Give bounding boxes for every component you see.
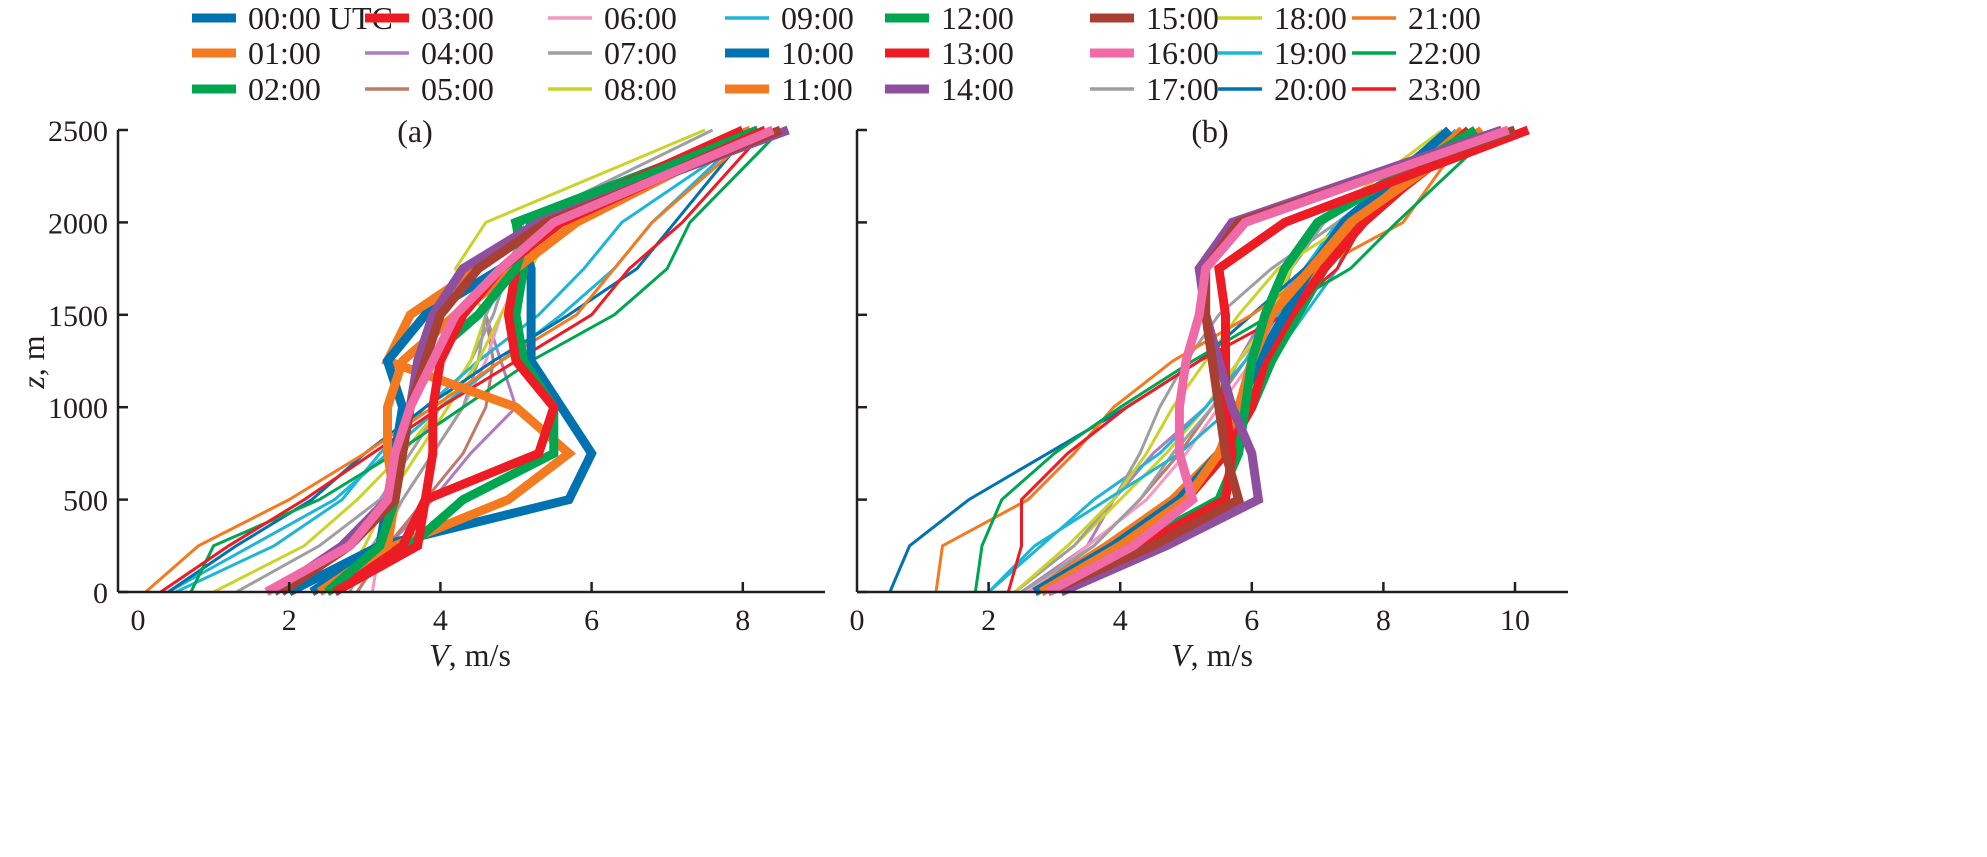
y-tick-label: 2000 xyxy=(48,207,108,240)
legend-entry: 09:00 xyxy=(725,0,854,36)
x-axis-label-symbol: V xyxy=(429,637,452,673)
y-tick-label: 1500 xyxy=(48,300,108,333)
legend-entry: 10:00 xyxy=(725,35,854,71)
legend-label: 01:00 xyxy=(248,35,321,71)
legend-entry: 07:00 xyxy=(548,35,677,71)
series-line-1900 xyxy=(987,128,1477,594)
legend-entry: 05:00 xyxy=(365,71,494,107)
legend-entry: 02:00 xyxy=(192,71,321,107)
series-line-2300 xyxy=(159,128,767,594)
legend-label: 11:00 xyxy=(781,71,853,107)
legend-label: 08:00 xyxy=(604,71,677,107)
x-axis-label-symbol: V xyxy=(1171,637,1194,673)
legend-label: 05:00 xyxy=(421,71,494,107)
legend-label: 18:00 xyxy=(1274,0,1347,36)
legend-label: 23:00 xyxy=(1408,71,1481,107)
legend-entry: 08:00 xyxy=(548,71,677,107)
legend-label: 19:00 xyxy=(1274,35,1347,71)
legend-entry: 00:00 UTC xyxy=(192,0,393,36)
legend-entry: 16:00 xyxy=(1090,35,1219,71)
legend-entry: 01:00 xyxy=(192,35,321,71)
x-tick-label: 0 xyxy=(131,604,146,637)
x-tick-label: 0 xyxy=(850,604,865,637)
legend-label: 03:00 xyxy=(421,0,494,36)
legend-label: 10:00 xyxy=(781,35,854,71)
y-axis-label-unit: , m xyxy=(15,335,51,376)
legend-entry: 23:00 xyxy=(1352,71,1481,107)
y-axis-label-symbol: z xyxy=(15,376,51,390)
series-lines xyxy=(888,125,1530,597)
x-tick-label: 6 xyxy=(584,604,599,637)
legend-entry: 20:00 xyxy=(1218,71,1347,107)
legend-label: 14:00 xyxy=(941,71,1014,107)
y-tick-label: 0 xyxy=(93,577,108,610)
legend-label: 04:00 xyxy=(421,35,494,71)
x-axis-label: V, m/s xyxy=(429,637,511,673)
legend-label: 07:00 xyxy=(604,35,677,71)
series-line-2300 xyxy=(1006,128,1484,593)
x-tick-label: 10 xyxy=(1500,604,1530,637)
legend-label: 13:00 xyxy=(941,35,1014,71)
y-tick-label: 2500 xyxy=(48,115,108,148)
panel-a: 0 500 1000 1500 2000 2500 0 2 4 6 8 (a) V, m/s z, m xyxy=(15,113,825,673)
legend-entry: 17:00 xyxy=(1090,71,1219,107)
x-axis-label-unit: , m/s xyxy=(1191,637,1253,673)
legend-entry: 04:00 xyxy=(365,35,494,71)
legend-entry: 22:00 xyxy=(1352,35,1481,71)
legend-entry: 21:00 xyxy=(1352,0,1481,36)
x-tick-label: 4 xyxy=(433,604,448,637)
legend: 00:00 UTC01:0002:0003:0004:0005:0006:000… xyxy=(192,0,1481,107)
legend-label: 09:00 xyxy=(781,0,854,36)
y-tick-label: 500 xyxy=(63,485,108,518)
x-axis-label-unit: , m/s xyxy=(449,637,511,673)
x-tick-label: 8 xyxy=(1376,604,1391,637)
legend-label: 15:00 xyxy=(1146,0,1219,36)
x-axis-label: V, m/s xyxy=(1171,637,1253,673)
legend-entry: 13:00 xyxy=(885,35,1014,71)
series-line-2200 xyxy=(973,128,1497,593)
series-lines xyxy=(144,125,790,597)
panel-label: (a) xyxy=(397,113,433,149)
legend-label: 20:00 xyxy=(1274,71,1347,107)
legend-entry: 03:00 xyxy=(365,0,494,36)
legend-entry: 11:00 xyxy=(725,71,853,107)
legend-label: 02:00 xyxy=(248,71,321,107)
series-line-1600 xyxy=(264,125,775,596)
panel-b: 0 2 4 6 8 10 (b) V, m/s xyxy=(850,113,1568,673)
series-line-1400 xyxy=(1059,125,1504,597)
series-line-1800 xyxy=(1013,128,1470,594)
legend-entry: 15:00 xyxy=(1090,0,1219,36)
x-tick-label: 6 xyxy=(1244,604,1259,637)
series-line-2100 xyxy=(934,129,1471,593)
series-line-2100 xyxy=(144,128,759,594)
legend-label: 17:00 xyxy=(1146,71,1219,107)
legend-label: 21:00 xyxy=(1408,0,1481,36)
legend-entry: 14:00 xyxy=(885,71,1014,107)
x-tick-label: 2 xyxy=(282,604,297,637)
legend-entry: 19:00 xyxy=(1218,35,1347,71)
panel-label: (b) xyxy=(1191,113,1228,149)
legend-label: 12:00 xyxy=(941,0,1014,36)
y-axis-label: z, m xyxy=(15,335,51,389)
x-tick-label: 8 xyxy=(735,604,750,637)
legend-entry: 18:00 xyxy=(1218,0,1347,36)
legend-entry: 06:00 xyxy=(548,0,677,36)
y-tick-label: 1000 xyxy=(48,392,108,425)
series-line-1600 xyxy=(1045,125,1510,596)
legend-entry: 12:00 xyxy=(885,0,1014,36)
x-tick-label: 2 xyxy=(981,604,996,637)
legend-label: 06:00 xyxy=(604,0,677,36)
x-tick-label: 4 xyxy=(1113,604,1128,637)
legend-label: 16:00 xyxy=(1146,35,1219,71)
legend-label: 22:00 xyxy=(1408,35,1481,71)
